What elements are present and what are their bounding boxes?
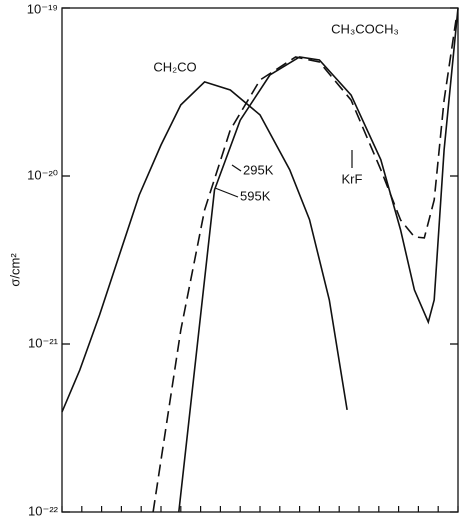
series-line — [178, 7, 459, 513]
series-label: 295K — [243, 162, 274, 177]
annotation: CH₃COCH₃ — [331, 21, 399, 36]
y-tick-label: 10⁻²¹ — [28, 335, 59, 350]
series-label: 595K — [240, 188, 271, 203]
series-label: CH₂CO — [153, 59, 196, 74]
leader-line — [214, 187, 239, 198]
series-line — [61, 80, 348, 413]
y-tick-label: 10⁻¹⁹ — [27, 1, 58, 16]
series-line — [152, 19, 457, 513]
plot-frame — [61, 7, 459, 513]
y-tick-label: 10⁻²² — [28, 503, 59, 518]
annotation: KrF — [342, 171, 363, 186]
y-tick-label: 10⁻²⁰ — [27, 167, 58, 182]
y-axis-label: σ/cm² — [7, 253, 22, 287]
leader-line — [231, 164, 242, 172]
